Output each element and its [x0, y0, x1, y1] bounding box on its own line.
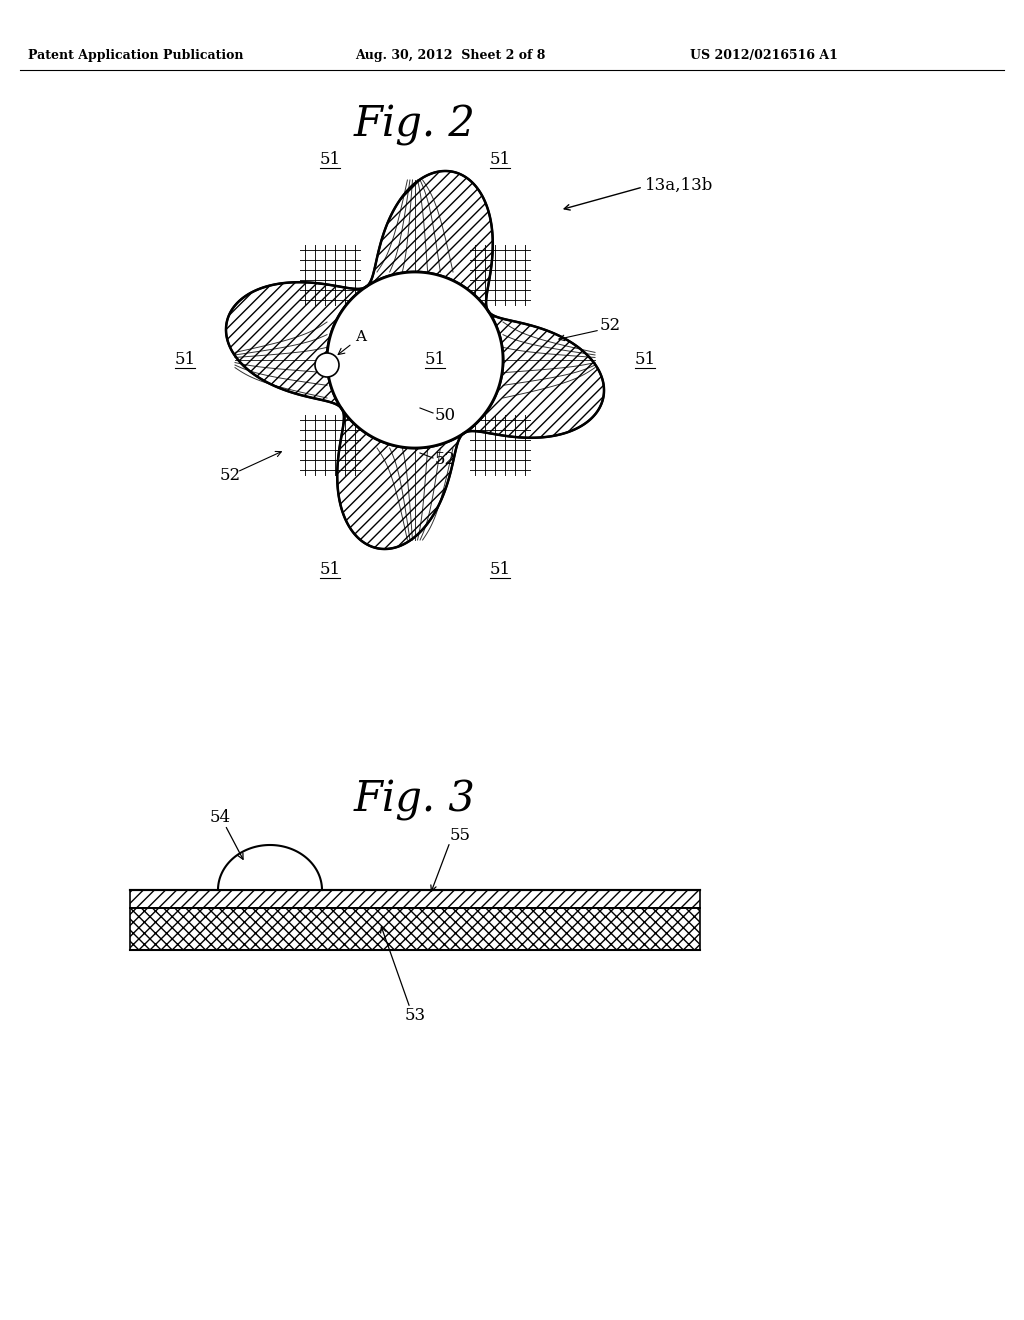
Polygon shape: [130, 890, 700, 908]
Polygon shape: [327, 272, 503, 447]
Text: 54: 54: [210, 809, 230, 826]
Text: US 2012/0216516 A1: US 2012/0216516 A1: [690, 49, 838, 62]
Text: 52: 52: [435, 451, 456, 469]
Text: 51: 51: [424, 351, 445, 368]
Text: 51: 51: [489, 152, 511, 169]
Circle shape: [315, 352, 339, 378]
Polygon shape: [327, 272, 503, 447]
Text: 52: 52: [219, 466, 241, 483]
Text: 50: 50: [435, 407, 456, 424]
Text: Aug. 30, 2012  Sheet 2 of 8: Aug. 30, 2012 Sheet 2 of 8: [355, 49, 546, 62]
Text: 51: 51: [489, 561, 511, 578]
Text: A: A: [338, 330, 366, 355]
Text: 55: 55: [450, 826, 470, 843]
Text: 13a,13b: 13a,13b: [645, 177, 714, 194]
Text: 51: 51: [319, 152, 341, 169]
Text: Fig. 2: Fig. 2: [354, 104, 476, 147]
Text: 51: 51: [319, 561, 341, 578]
Text: 51: 51: [635, 351, 655, 368]
Text: Patent Application Publication: Patent Application Publication: [28, 49, 244, 62]
Text: 53: 53: [404, 1006, 426, 1023]
Polygon shape: [130, 908, 700, 950]
Polygon shape: [218, 845, 322, 890]
Text: 51: 51: [174, 351, 196, 368]
Text: 52: 52: [600, 317, 622, 334]
Text: Fig. 3: Fig. 3: [354, 779, 476, 821]
Polygon shape: [226, 172, 604, 549]
